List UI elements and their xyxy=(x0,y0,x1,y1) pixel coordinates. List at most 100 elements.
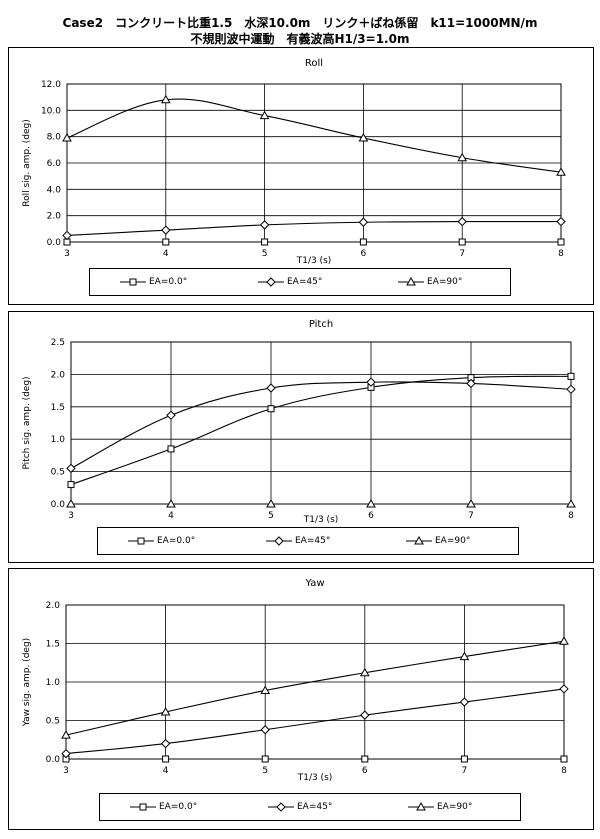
legend-label: EA=45° xyxy=(287,277,323,287)
data-point-square xyxy=(460,755,468,763)
data-point-triangle xyxy=(160,94,171,104)
series-line-triangle xyxy=(65,640,565,736)
y-axis-label: Roll sig. amp. (deg) xyxy=(22,119,32,207)
y-tick-label: 0.0 xyxy=(51,500,66,510)
legend-item: EA=45° xyxy=(266,528,330,554)
y-axis-label: Pitch sig. amp. (deg) xyxy=(22,376,32,469)
legend-item: EA=90° xyxy=(406,528,470,554)
legend-item: EA=0.0° xyxy=(128,528,195,554)
y-tick-label: 0.5 xyxy=(46,717,60,727)
data-point-square xyxy=(361,755,369,763)
legend-item: EA=0.0° xyxy=(130,794,197,820)
y-tick-label: 10.0 xyxy=(41,106,61,116)
legend-label: EA=90° xyxy=(427,277,463,287)
yaw-chart-panel: Yaw 0.0 0.5 1.0 1.5 2.0 3 4 5 6 7 8 T1/3 (s) Yaw sig.… xyxy=(8,568,594,830)
data-point-triangle xyxy=(556,167,566,176)
data-point-diamond xyxy=(366,377,376,387)
series-line-diamond xyxy=(70,381,572,469)
x-tick-label: 3 xyxy=(64,249,70,259)
data-point-triangle xyxy=(160,707,171,716)
data-point-square xyxy=(67,481,75,489)
y-tick-label: 2.0 xyxy=(46,601,61,611)
chart-title: Yaw xyxy=(304,578,324,589)
data-point-diamond xyxy=(559,684,569,694)
yaw-legend: EA=0.0° EA=45° EA=90° xyxy=(99,793,521,821)
legend-marker-diamond xyxy=(268,802,294,812)
y-tick-label: 1.0 xyxy=(46,678,61,688)
data-point-diamond xyxy=(466,378,476,389)
data-point-diamond xyxy=(61,748,71,759)
data-point-diamond xyxy=(457,216,467,227)
x-tick-label: 6 xyxy=(361,249,367,259)
data-point-diamond xyxy=(360,710,370,720)
legend-marker-triangle xyxy=(406,536,432,545)
y-tick-label: 4.0 xyxy=(47,185,62,195)
pitch-chart-panel: Pitch 0.0 0.5 1.0 1.5 2.0 2.5 3 4 5 6 7 8 T1/3 (s) Pit… xyxy=(8,311,594,563)
data-point-square xyxy=(261,238,269,246)
data-point-diamond xyxy=(459,697,470,707)
data-point-triangle xyxy=(559,636,569,645)
data-point-diamond xyxy=(556,216,566,227)
x-tick-label: 7 xyxy=(459,249,465,259)
y-tick-label: 2.0 xyxy=(51,370,66,380)
legend-marker-triangle xyxy=(408,802,434,811)
legend-item: EA=45° xyxy=(268,794,332,820)
data-point-square xyxy=(567,372,575,380)
data-point-triangle xyxy=(66,498,76,508)
legend-label: EA=45° xyxy=(297,802,333,812)
legend-item: EA=90° xyxy=(408,794,472,820)
data-point-diamond xyxy=(566,384,576,395)
x-axis-label: T1/3 (s) xyxy=(297,773,333,783)
data-point-triangle xyxy=(566,498,576,508)
y-axis-label: Yaw sig. amp. (deg) xyxy=(22,638,32,727)
x-tick-label: 7 xyxy=(462,766,468,776)
data-point-triangle xyxy=(457,152,468,162)
data-point-triangle xyxy=(459,651,470,661)
y-tick-label: 8.0 xyxy=(47,133,62,143)
data-point-triangle xyxy=(359,667,370,677)
x-tick-label: 5 xyxy=(262,249,268,259)
x-tick-label: 6 xyxy=(362,766,368,776)
x-tick-label: 6 xyxy=(368,511,374,521)
x-tick-label: 8 xyxy=(561,766,567,776)
header-line-1: Case2 コンクリート比重1.5 水深10.0m リンク＋ばね係留 k11=1… xyxy=(62,16,538,30)
data-point-square xyxy=(261,755,269,763)
y-tick-label: 0.5 xyxy=(51,468,65,478)
x-tick-label: 4 xyxy=(163,249,169,259)
chart-title: Roll xyxy=(305,58,323,69)
data-point-diamond xyxy=(160,738,171,749)
legend-marker-diamond xyxy=(266,536,292,546)
data-point-diamond xyxy=(266,383,276,393)
legend-label: EA=45° xyxy=(295,536,331,546)
data-point-diamond xyxy=(259,220,270,230)
data-point-square xyxy=(359,238,367,246)
y-tick-label: 2.0 xyxy=(47,212,62,222)
legend-marker-square xyxy=(120,278,146,286)
legend-marker-square xyxy=(128,537,154,545)
data-point-triangle xyxy=(62,132,72,142)
data-point-diamond xyxy=(166,410,176,420)
data-point-square xyxy=(162,755,170,763)
x-axis-label: T1/3 (s) xyxy=(303,515,339,525)
y-tick-label: 1.5 xyxy=(46,640,60,650)
x-tick-label: 7 xyxy=(468,511,474,521)
y-tick-label: 0.0 xyxy=(47,238,62,248)
data-point-square xyxy=(162,238,170,246)
pitch-legend: EA=0.0° EA=45° EA=90° xyxy=(97,527,519,555)
legend-item: EA=45° xyxy=(258,269,322,295)
data-point-diamond xyxy=(62,230,72,241)
roll-chart: Roll 0.0 2.0 4.0 6.0 8.0 10.0 12.0 3 4 5 6 7 8 T1/3 (s… xyxy=(22,58,566,266)
legend-label: EA=0.0° xyxy=(157,536,196,546)
series-line-square xyxy=(70,375,572,486)
y-tick-label: 12.0 xyxy=(41,80,61,90)
legend-marker-diamond xyxy=(258,277,284,287)
legend-marker-triangle xyxy=(398,277,424,286)
legend-label: EA=0.0° xyxy=(159,802,198,812)
series-line-diamond xyxy=(66,220,562,236)
y-tick-label: 2.5 xyxy=(51,338,65,348)
x-tick-label: 3 xyxy=(63,766,69,776)
legend-marker-square xyxy=(130,803,156,811)
x-tick-label: 8 xyxy=(568,511,574,521)
y-tick-label: 0.0 xyxy=(46,755,61,765)
series-line-diamond xyxy=(65,688,565,755)
